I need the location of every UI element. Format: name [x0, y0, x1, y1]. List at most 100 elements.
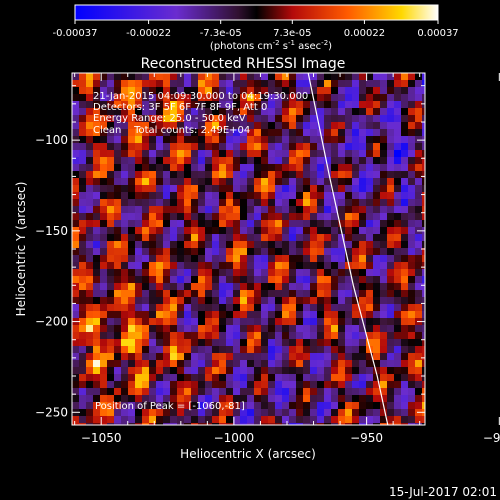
heatmap-cell — [198, 234, 206, 242]
heatmap-cell — [205, 227, 213, 235]
heatmap-cell — [289, 255, 297, 263]
heatmap-cell — [289, 311, 297, 319]
heatmap-cell — [177, 276, 185, 284]
heatmap-cell — [296, 339, 304, 347]
heatmap-cell — [240, 164, 248, 172]
heatmap-cell — [177, 269, 185, 277]
heatmap-cell — [163, 353, 171, 361]
heatmap-cell — [275, 213, 283, 221]
heatmap-cell — [163, 185, 171, 193]
heatmap-cell — [107, 178, 115, 186]
heatmap-cell — [254, 283, 262, 291]
heatmap-cell — [366, 241, 374, 249]
heatmap-cell — [303, 101, 311, 109]
heatmap-cell — [163, 213, 171, 221]
heatmap-cell — [177, 157, 185, 165]
heatmap-cell — [345, 304, 353, 312]
heatmap-cell — [275, 276, 283, 284]
heatmap-cell — [114, 115, 122, 123]
heatmap-cell — [408, 129, 416, 137]
heatmap-cell — [275, 80, 283, 88]
heatmap-cell — [345, 311, 353, 319]
heatmap-cell — [324, 234, 332, 242]
heatmap-cell — [72, 416, 80, 424]
heatmap-cell — [100, 227, 108, 235]
heatmap-cell — [226, 192, 234, 200]
heatmap-cell — [303, 367, 311, 375]
heatmap-cell — [86, 402, 94, 410]
heatmap-cell — [219, 276, 227, 284]
heatmap-cell — [226, 157, 234, 165]
heatmap-cell — [177, 164, 185, 172]
heatmap-cell — [359, 157, 367, 165]
heatmap-cell — [107, 108, 115, 116]
heatmap-cell — [275, 388, 283, 396]
heatmap-cell — [156, 157, 164, 165]
heatmap-cell — [191, 73, 199, 81]
heatmap-cell — [317, 339, 325, 347]
heatmap-cell — [100, 325, 108, 333]
heatmap-cell — [135, 248, 143, 256]
heatmap-cell — [184, 297, 192, 305]
heatmap-cell — [177, 94, 185, 102]
heatmap-cell — [324, 346, 332, 354]
heatmap-cell — [422, 290, 425, 298]
heatmap-cell — [331, 115, 339, 123]
heatmap-cell — [72, 353, 80, 361]
heatmap-cell — [156, 262, 164, 270]
heatmap-cell — [310, 409, 318, 417]
heatmap-cell — [254, 276, 262, 284]
heatmap-cell — [156, 388, 164, 396]
heatmap-cell — [107, 73, 115, 81]
heatmap-cell — [247, 248, 255, 256]
heatmap-cell — [107, 122, 115, 130]
heatmap-cell — [142, 213, 150, 221]
heatmap-cell — [240, 374, 248, 382]
heatmap-cell — [198, 381, 206, 389]
heatmap-cell — [121, 206, 129, 214]
heatmap-cell — [366, 311, 374, 319]
heatmap-cell — [317, 318, 325, 326]
heatmap-cell — [366, 388, 374, 396]
heatmap-cell — [191, 255, 199, 263]
heatmap-cell — [359, 409, 367, 417]
heatmap-cell — [121, 283, 129, 291]
heatmap-cell — [191, 101, 199, 109]
heatmap-cell — [114, 101, 122, 109]
heatmap-cell — [72, 185, 80, 193]
heatmap-cell — [401, 164, 409, 172]
heatmap-cell — [149, 416, 157, 424]
heatmap-cell — [394, 318, 402, 326]
heatmap-cell — [240, 290, 248, 298]
heatmap-cell — [114, 192, 122, 200]
heatmap-cell — [198, 87, 206, 95]
heatmap-cell — [261, 199, 269, 207]
heatmap-cell — [79, 101, 87, 109]
heatmap-cell — [352, 374, 360, 382]
heatmap-cell — [394, 115, 402, 123]
heatmap-cell — [331, 136, 339, 144]
heatmap-cell — [254, 206, 262, 214]
heatmap-cell — [352, 283, 360, 291]
heatmap-cell — [156, 94, 164, 102]
heatmap-cell — [142, 227, 150, 235]
heatmap-cell — [149, 304, 157, 312]
heatmap-cell — [254, 255, 262, 263]
heatmap-cell — [247, 416, 255, 424]
heatmap-cell — [135, 185, 143, 193]
heatmap-cell — [359, 304, 367, 312]
heatmap-cell — [163, 150, 171, 158]
heatmap-cell — [128, 150, 136, 158]
heatmap-cell — [261, 122, 269, 130]
heatmap-cell — [226, 367, 234, 375]
heatmap-cell — [380, 423, 388, 425]
heatmap-cell — [275, 339, 283, 347]
heatmap-cell — [401, 255, 409, 263]
heatmap-cell — [408, 108, 416, 116]
heatmap-cell — [366, 178, 374, 186]
heatmap-cell — [86, 80, 94, 88]
heatmap-cell — [289, 157, 297, 165]
heatmap-cell — [114, 122, 122, 130]
heatmap-cell — [401, 409, 409, 417]
